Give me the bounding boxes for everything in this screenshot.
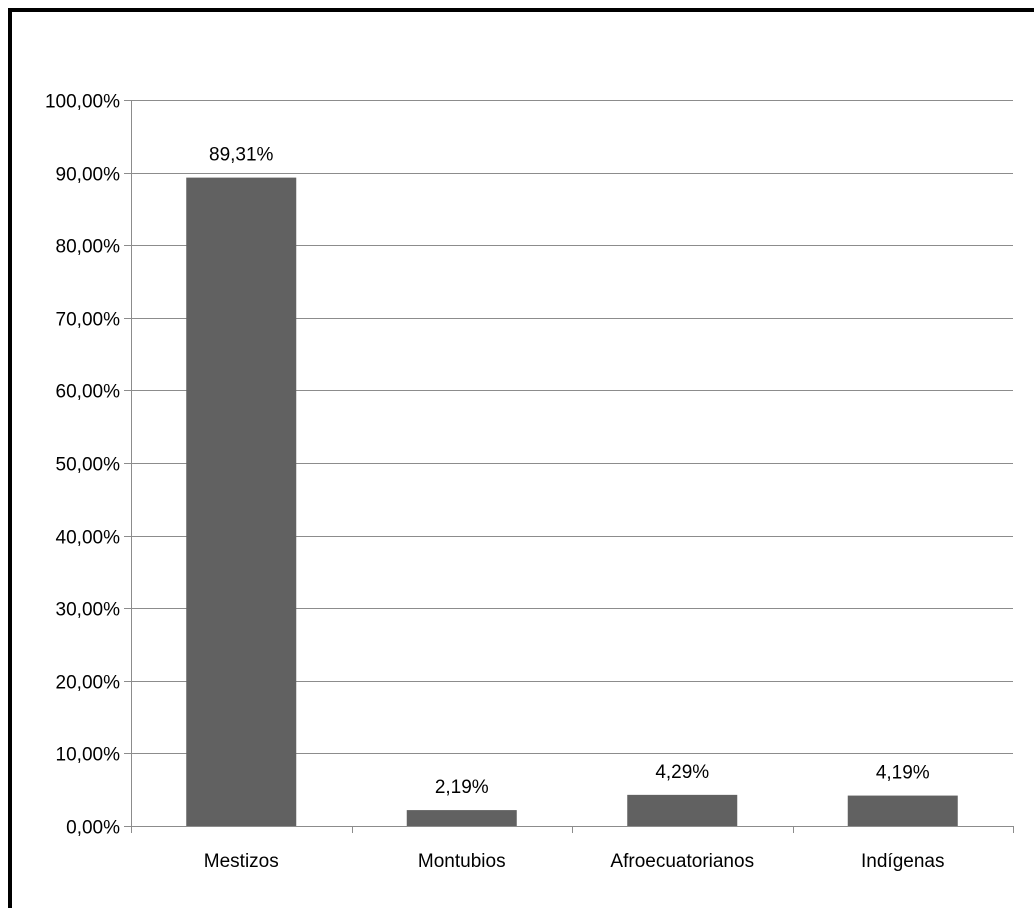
data-label: 2,19%: [435, 777, 489, 798]
bar-montubios: [406, 810, 517, 826]
data-label: 4,29%: [655, 762, 709, 783]
y-tick-label: 10,00%: [56, 745, 121, 766]
x-tick-label: Mestizos: [204, 851, 279, 872]
bars: [186, 177, 958, 827]
y-tick-labels: 0,00% 10,00% 20,00% 30,00% 40,00% 50,00% 60,00…: [45, 92, 120, 839]
x-tick-label: Indígenas: [861, 851, 944, 872]
chart-frame: [8, 8, 1034, 908]
bar-mestizos: [186, 177, 297, 827]
axes: [124, 100, 1014, 833]
data-labels: 89,31% 2,19% 4,29% 4,19%: [209, 145, 930, 798]
y-tick-label: 90,00%: [56, 165, 121, 186]
bar-indígenas: [847, 795, 958, 826]
y-tick-label: 70,00%: [56, 310, 121, 331]
x-tick-label: Montubios: [418, 851, 506, 872]
x-tick-label: Afroecuatorianos: [610, 851, 754, 872]
y-tick-label: 30,00%: [56, 600, 121, 621]
data-label: 4,19%: [876, 763, 930, 784]
y-tick-label: 40,00%: [56, 528, 121, 549]
y-tick-label: 20,00%: [56, 673, 121, 694]
y-tick-label: 100,00%: [45, 92, 120, 113]
y-tick-label: 80,00%: [56, 237, 121, 258]
bar-afroecuatorianos: [627, 794, 738, 826]
y-tick-label: 50,00%: [56, 455, 121, 476]
y-tick-label: 60,00%: [56, 382, 121, 403]
x-tick-labels: Mestizos Montubios Afroecuatorianos Indígen…: [204, 851, 945, 872]
y-tick-label: 0,00%: [66, 818, 120, 839]
data-label: 89,31%: [209, 145, 274, 166]
